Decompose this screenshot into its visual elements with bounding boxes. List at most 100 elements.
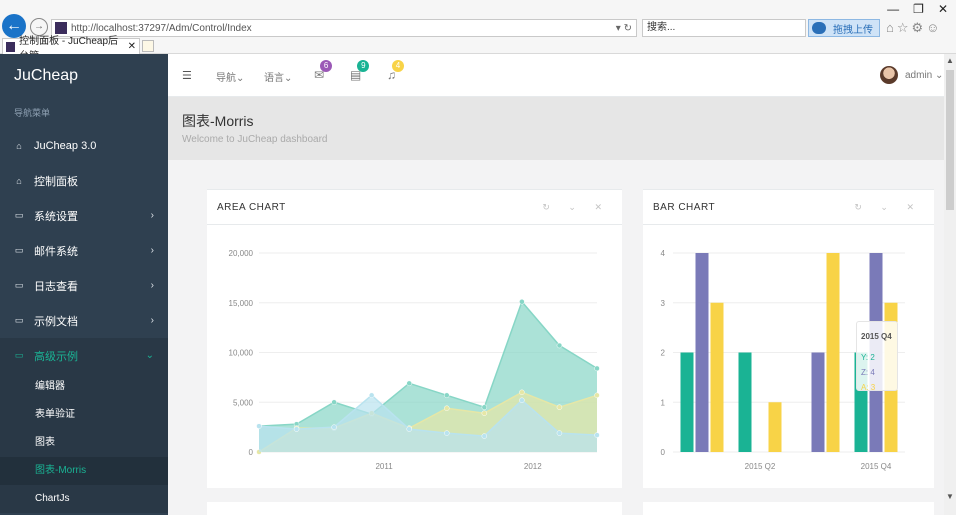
y-tick-label: 10,000 [229,349,254,358]
data-point [406,426,412,432]
sidebar-item[interactable]: ▭ 邮件系统 › [0,233,168,268]
address-bar[interactable]: http://localhost:37297/Adm/Control/Index… [51,19,637,37]
x-tick-label: 2012 [524,462,542,471]
sidebar-item-label: 示例文档 [34,315,78,328]
language-dropdown[interactable]: 语言⌄ [264,73,293,84]
chevron-icon: ⌄ [145,350,154,361]
data-point [444,405,450,411]
chevron-icon: › [150,210,154,221]
scroll-up-icon[interactable]: ▲ [946,56,954,65]
y-tick-label: 0 [661,448,666,457]
bar [738,352,752,452]
site-favicon-icon [55,22,67,34]
restore-button[interactable]: ❐ [913,2,924,16]
area-chart-panel: AREA CHART ↻ ⌄ ✕ 20,000 15,000 10,000 5,000… [207,189,622,488]
data-point [594,432,600,438]
area-chart-title: AREA CHART [217,202,286,213]
panel-tools[interactable]: ↻ ⌄ ✕ [542,202,610,212]
data-point [594,392,600,399]
back-button[interactable]: ← [2,14,26,38]
bar [768,402,782,452]
browser-search-input[interactable]: 搜索... [642,19,806,37]
page-title: 图表-Morris [182,113,254,129]
data-point [406,380,412,387]
tab-favicon-icon [6,41,16,52]
top-navbar: ☰ 导航⌄ 语言⌄ ✉ 6 ▤ 9 ♫ 4 admin ⌄ [168,54,956,97]
avatar[interactable] [880,66,898,84]
data-point [556,430,563,436]
upload-label: 拖拽上传 [833,24,873,36]
laptop-icon: ▭ [14,350,24,360]
area-series-line [258,394,598,437]
sidebar-item[interactable]: ▭ 高级示例 ⌄ [0,338,168,373]
close-window-button[interactable]: ✕ [937,2,948,16]
home-icon: ⌂ [16,175,22,186]
sidebar: JuCheap 导航菜单 ⌂ JuCheap 3.0 ⌂ 控制面板 ▭ 系统设置 › ▭ 邮件系… [0,54,168,515]
url-text[interactable]: http://localhost:37297/Adm/Control/Index [71,22,252,34]
page-heading: 图表-Morris Welcome to JuCheap dashboard [168,97,944,160]
laptop-icon: ▭ [14,210,24,220]
y-tick-label: 0 [249,448,254,457]
data-point [519,299,525,305]
data-point [481,410,488,416]
tooltip-line: Y: 2 [861,353,875,362]
y-tick-label: 5,000 [233,398,254,407]
nav-dropdown[interactable]: 导航⌄ [216,73,245,84]
menu-header: 导航菜单 [14,108,51,118]
chevron-icon: › [150,245,154,256]
bar [695,253,709,452]
laptop-icon: ▭ [14,245,24,255]
tasks-badge: 9 [357,60,370,72]
submenu-item[interactable]: 编辑器 [35,381,65,392]
sidebar-item[interactable]: ⌂ 控制面板 [0,163,168,198]
tooltip-line: A: 3 [861,383,876,392]
upload-button[interactable]: 拖拽上传 [808,19,880,37]
y-tick-label: 4 [661,249,666,258]
forward-button[interactable]: → [30,18,48,36]
data-point [519,389,525,396]
menu-toggle-icon[interactable]: ☰ [182,70,192,82]
x-tick-label: 2011 [375,462,393,471]
data-point [293,426,300,432]
tab-close-icon[interactable]: ✕ [127,41,136,52]
sidebar-item[interactable]: ▭ 示例文档 › [0,303,168,338]
y-tick-label: 20,000 [229,249,254,258]
browser-tool-icons[interactable]: ⌂☆⚙☺ [886,20,943,35]
sidebar-item[interactable]: ⌂ JuCheap 3.0 [0,128,168,163]
sidebar-item-label: 邮件系统 [34,245,78,258]
chart-hover-tooltip: 2015 Q4 Y: 2 Z: 4 A: 3 [856,321,898,392]
brand-logo[interactable]: JuCheap [0,54,168,98]
window-controls: — ❐ ✕ [887,2,948,16]
cloud-icon [812,22,826,34]
bar-chart-title: BAR CHART [653,202,716,213]
data-point [556,342,563,349]
area-chart: 20,000 15,000 10,000 5,000 0 2011 2012 [229,249,600,471]
tooltip-line: Z: 4 [861,368,875,377]
scroll-thumb[interactable] [946,70,954,210]
laptop-icon: ▭ [14,315,24,325]
minimize-button[interactable]: — [887,2,900,16]
chevron-icon: › [150,315,154,326]
mail-icon[interactable]: ✉ 6 [314,60,333,82]
sidebar-item-label: 日志查看 [34,280,78,293]
bell-icon[interactable]: ♫ 4 [387,60,404,82]
address-bar-controls[interactable]: ▾ ↻ [615,22,632,34]
sidebar-item[interactable]: ▭ 日志查看 › [0,268,168,303]
scroll-down-icon[interactable]: ▼ [946,492,954,501]
data-point [556,404,563,410]
x-tick-label: 2015 Q2 [745,462,776,471]
lower-panel-stub [207,502,622,515]
submenu-item[interactable]: 表单验证 [35,409,75,420]
y-tick-label: 2 [661,349,666,358]
tasks-icon[interactable]: ▤ 9 [350,60,370,82]
data-point [331,399,337,405]
new-tab-button[interactable] [142,40,154,52]
browser-tab[interactable]: 控制面板 - JuCheap后台管 ✕ [2,36,140,62]
submenu-item[interactable]: 图表-Morris [0,457,168,485]
user-menu[interactable]: admin ⌄ [905,70,944,81]
sidebar-item[interactable]: ▭ 系统设置 › [0,198,168,233]
panel-tools[interactable]: ↻ ⌄ ✕ [854,202,922,212]
submenu-item[interactable]: 图表 [35,437,55,448]
page-scrollbar[interactable]: ▲ ▼ [944,54,956,515]
submenu-item[interactable]: ChartJs [35,493,70,504]
